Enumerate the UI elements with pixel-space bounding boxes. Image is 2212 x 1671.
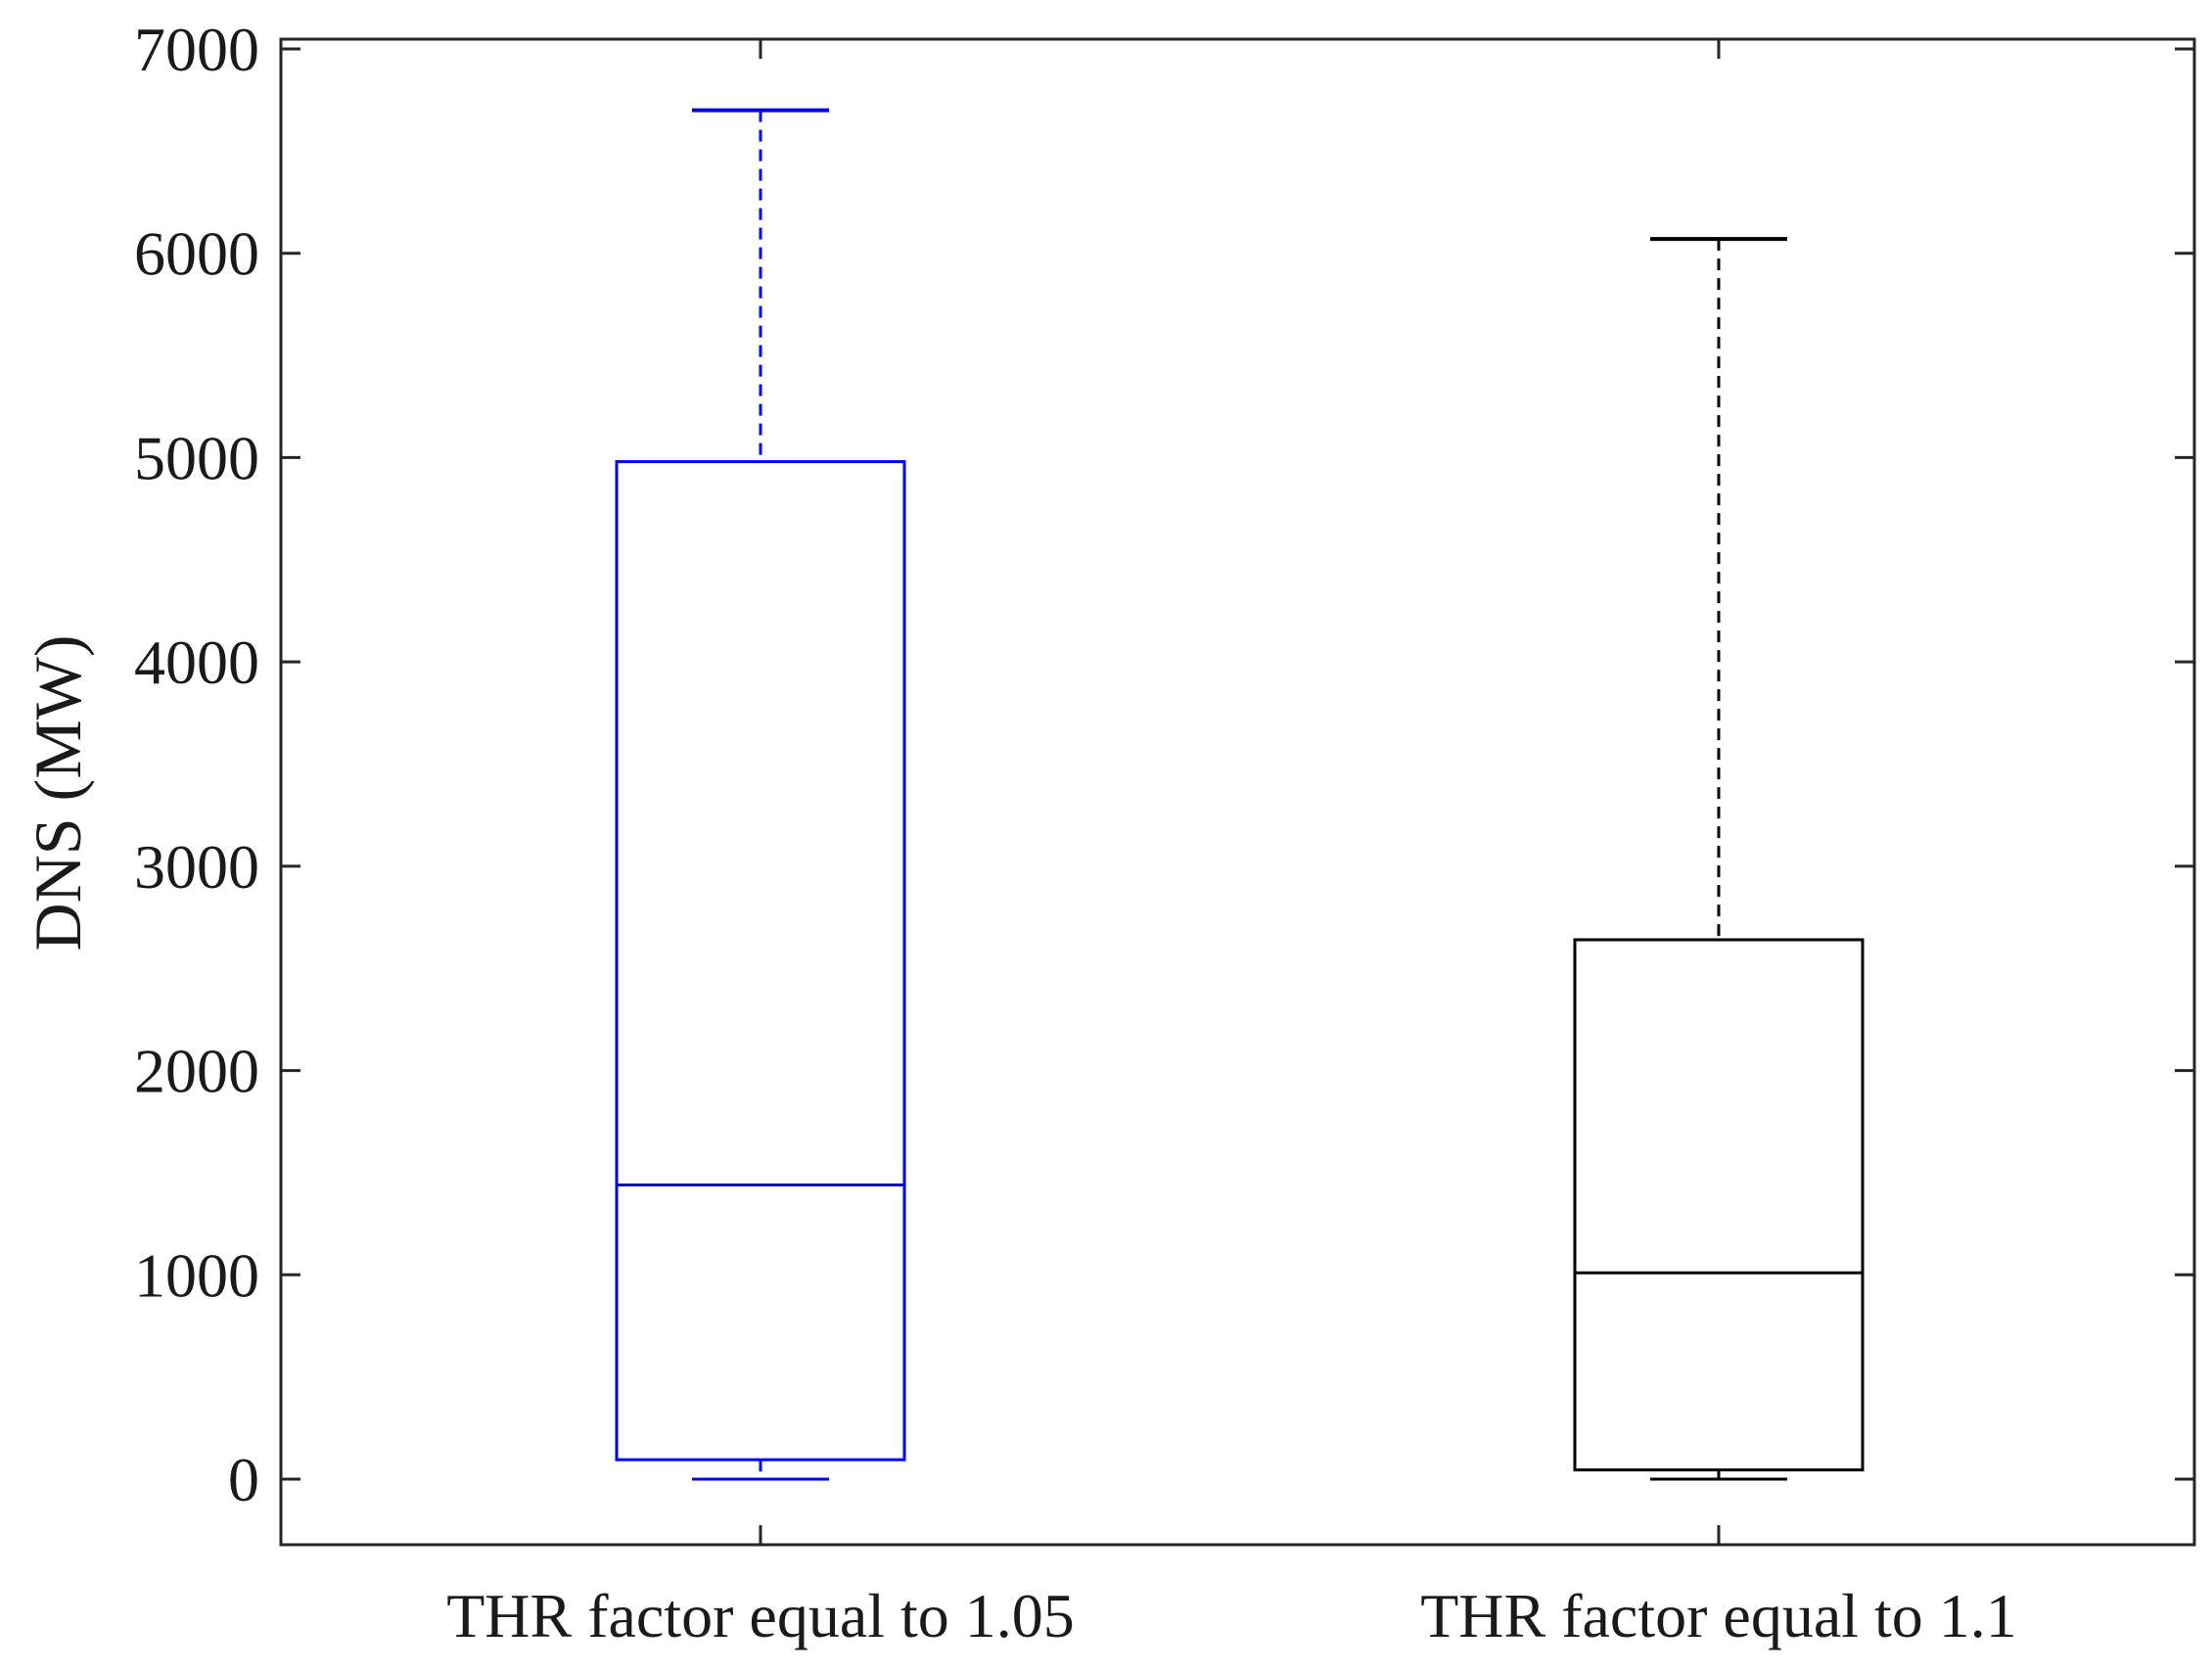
plot-area [279, 37, 2196, 1547]
y-tick-label: 0 [228, 1445, 259, 1514]
iqr-box [615, 460, 906, 1462]
iqr-box [1573, 938, 1865, 1472]
y-tick-label: 4000 [134, 627, 259, 697]
y-tick-label: 3000 [134, 832, 259, 902]
y-axis-title: DNS (MW) [21, 635, 95, 952]
y-tick-label: 2000 [134, 1037, 259, 1106]
x-axis: THR factor equal to 1.05 THR factor equal… [446, 39, 2017, 1650]
x-category-label: THR factor equal to 1.1 [1420, 1581, 2017, 1650]
y-tick-label: 7000 [134, 15, 259, 84]
y-axis: 0 1000 2000 3000 4000 5000 6000 7000 [134, 15, 2194, 1514]
y-tick-label: 1000 [134, 1240, 259, 1310]
y-tick-label: 6000 [134, 219, 259, 289]
boxes [615, 108, 1865, 1481]
y-tick-label: 5000 [134, 423, 259, 492]
x-category-label: THR factor equal to 1.05 [446, 1581, 1075, 1650]
